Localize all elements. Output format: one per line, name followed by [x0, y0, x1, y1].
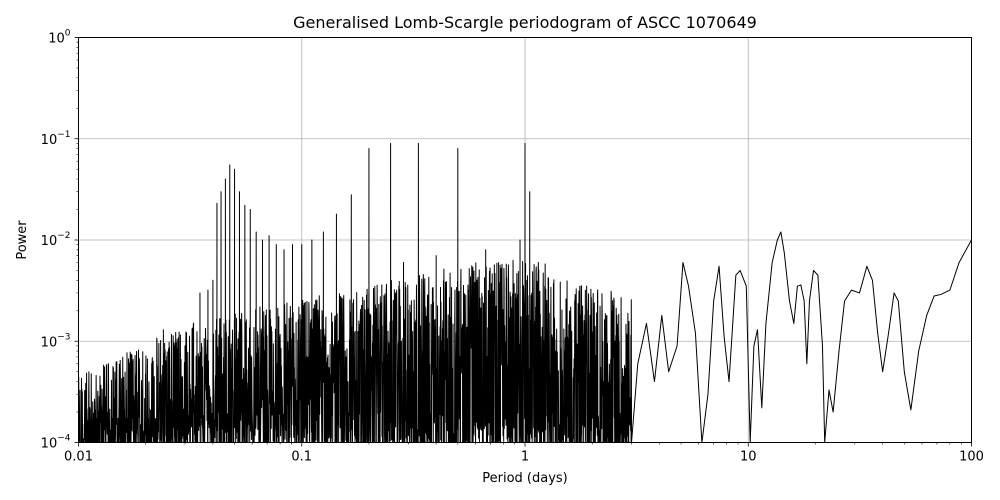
y-axis: 10−4 10−3 10−2 10−1 100 [41, 29, 79, 452]
x-axis: 0.01 0.1 1 10 100 [64, 442, 984, 465]
series-power [78, 142, 972, 443]
y-axis-label: Power [15, 220, 30, 260]
y-tick-label: 100 [48, 29, 71, 47]
x-tick-label: 0.1 [291, 450, 312, 465]
x-tick-label: 0.01 [64, 450, 93, 465]
y-tick-label: 10−2 [41, 231, 71, 249]
x-axis-label: Period (days) [482, 471, 568, 486]
x-tick-label: 10 [740, 450, 757, 465]
x-tick-label: 1 [521, 450, 529, 465]
y-tick-label: 10−1 [41, 130, 71, 148]
chart-title: Generalised Lomb-Scargle periodogram of … [293, 13, 757, 32]
x-tick-label: 100 [959, 450, 984, 465]
y-tick-label: 10−3 [41, 332, 71, 350]
power-line [78, 142, 972, 443]
y-tick-label: 10−4 [41, 434, 71, 452]
